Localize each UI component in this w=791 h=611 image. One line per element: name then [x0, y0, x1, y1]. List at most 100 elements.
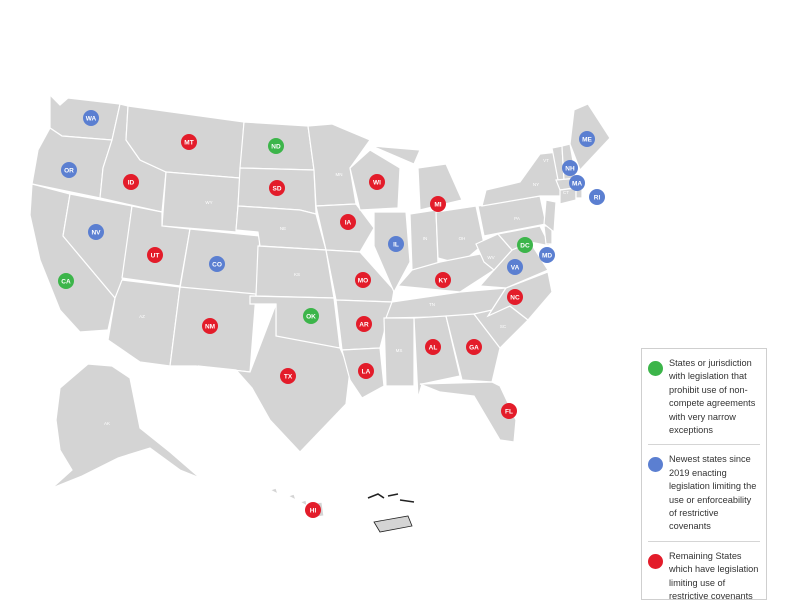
- state-mi: [371, 145, 463, 211]
- state-nj: [543, 199, 557, 234]
- marker-dot: [507, 289, 523, 305]
- state-tx: [197, 303, 351, 453]
- marker-label: SD: [272, 185, 281, 192]
- legend-dot-blue: [648, 457, 663, 473]
- state-label-ms: MS: [396, 348, 403, 353]
- marker-dot: [355, 272, 371, 288]
- marker-al: AL: [425, 339, 441, 355]
- marker-label: ME: [582, 136, 592, 143]
- state-label-az: AZ: [139, 314, 145, 319]
- marker-dot: [147, 247, 163, 263]
- marker-ma: MA: [569, 175, 585, 191]
- marker-dot: [88, 224, 104, 240]
- state-shapes: [29, 93, 611, 533]
- marker-ok: OK: [303, 308, 319, 324]
- state-ms: [383, 317, 415, 387]
- marker-label: LA: [362, 368, 371, 375]
- marker-co: CO: [209, 256, 225, 272]
- marker-dot: [388, 236, 404, 252]
- marker-dot: [569, 175, 585, 191]
- legend-item-limiting: Remaining States which have legislation …: [648, 542, 760, 611]
- marker-label: AL: [429, 344, 438, 351]
- marker-ca: CA: [58, 273, 74, 289]
- legend-text: Newest states since 2019 enacting legisl…: [669, 454, 757, 532]
- marker-sd: SD: [269, 180, 285, 196]
- legend-text: States or jurisdiction with legislation …: [669, 358, 756, 436]
- marker-va: VA: [507, 259, 523, 275]
- marker-id: ID: [123, 174, 139, 190]
- marker-label: NM: [205, 323, 215, 330]
- marker-dot: [430, 196, 446, 212]
- marker-dot: [356, 316, 372, 332]
- state-label-in: IN: [423, 236, 428, 241]
- legend: States or jurisdiction with legislation …: [641, 348, 767, 601]
- marker-label: OR: [64, 167, 74, 174]
- marker-label: CA: [61, 278, 71, 285]
- marker-dot: [425, 339, 441, 355]
- legend-item-prohibit: States or jurisdiction with legislation …: [648, 349, 760, 446]
- marker-dot: [501, 403, 517, 419]
- marker-dot: [209, 256, 225, 272]
- marker-dot: [435, 272, 451, 288]
- marker-dot: [280, 368, 296, 384]
- marker-ga: GA: [466, 339, 482, 355]
- marker-dot: [58, 273, 74, 289]
- marker-dot: [340, 214, 356, 230]
- marker-dot: [202, 318, 218, 334]
- marker-nc: NC: [507, 289, 523, 305]
- marker-la: LA: [358, 363, 374, 379]
- marker-mo: MO: [355, 272, 371, 288]
- state-label-wv: WV: [487, 255, 494, 260]
- marker-label: CO: [212, 261, 222, 268]
- marker-dot: [369, 174, 385, 190]
- state-wv: [475, 233, 513, 271]
- marker-dc: DC: [517, 237, 533, 253]
- state-label-pa: PA: [514, 216, 520, 221]
- state-label-oh: OH: [459, 236, 466, 241]
- marker-nh: NH: [562, 160, 578, 176]
- state-ct: [559, 187, 577, 205]
- state-oh: [435, 205, 485, 265]
- state-ak: [51, 363, 201, 489]
- marker-nm: NM: [202, 318, 218, 334]
- state-label-vt: VT: [543, 158, 549, 163]
- marker-ky: KY: [435, 272, 451, 288]
- state-label-mn: MN: [336, 172, 343, 177]
- marker-label: TX: [284, 373, 293, 380]
- marker-dot: [61, 162, 77, 178]
- state-label-tn: TN: [429, 302, 435, 307]
- marker-label: NC: [510, 294, 520, 301]
- marker-tx: TX: [280, 368, 296, 384]
- marker-nv: NV: [88, 224, 104, 240]
- state-label-sc: SC: [500, 324, 507, 329]
- marker-dot: [305, 502, 321, 518]
- state-label-ak: AK: [104, 421, 110, 426]
- marker-label: IA: [345, 219, 352, 226]
- marker-wi: WI: [369, 174, 385, 190]
- state-fl: [419, 381, 517, 443]
- marker-label: UT: [151, 252, 160, 259]
- legend-item-newest: Newest states since 2019 enacting legisl…: [648, 445, 760, 542]
- marker-label: AR: [359, 321, 369, 328]
- state-wy: [161, 171, 241, 233]
- marker-label: RI: [594, 194, 601, 201]
- state-ny: [481, 151, 567, 207]
- state-mn: [307, 123, 371, 207]
- marker-label: MO: [358, 277, 368, 284]
- state-il: [373, 211, 411, 294]
- marker-wa: WA: [83, 110, 99, 126]
- marker-ar: AR: [356, 316, 372, 332]
- marker-label: VA: [511, 264, 520, 271]
- legend-text: Remaining States which have legislation …: [669, 550, 759, 602]
- state-label-ks: KS: [294, 272, 300, 277]
- island-territory-outline: [367, 493, 415, 503]
- legend-dot-green: [648, 361, 663, 376]
- marker-label: KY: [438, 277, 448, 284]
- marker-label: MT: [184, 139, 193, 146]
- state-label-ny: NY: [533, 182, 539, 187]
- state-labels: WY NE KS AZ MN IN OH PA NY WV TN MS SC VT CT AK: [104, 158, 569, 426]
- island-territory: [373, 515, 413, 533]
- marker-md: MD: [539, 247, 555, 263]
- marker-dot: [579, 131, 595, 147]
